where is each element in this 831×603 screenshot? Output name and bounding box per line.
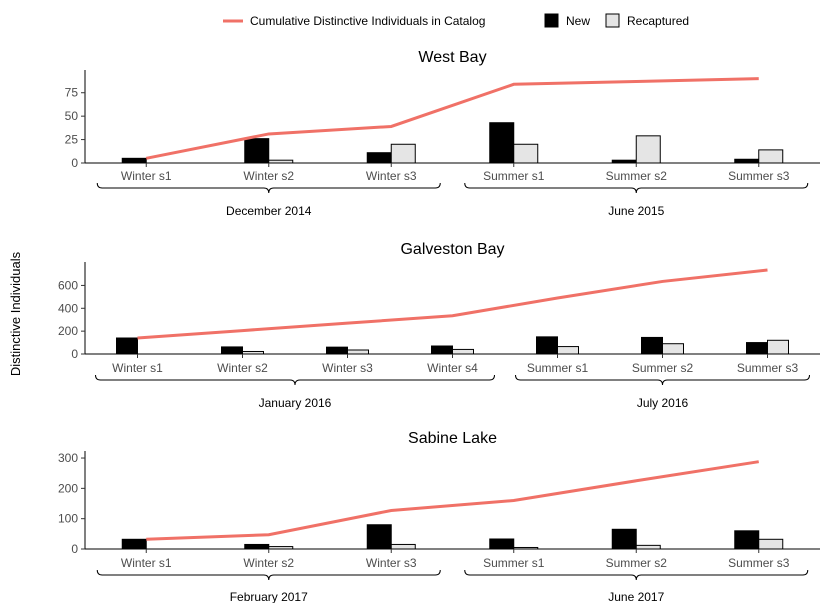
x-tick-label: Winter s3 [366,169,417,183]
cumulative-line [146,460,759,541]
x-tick-label: Winter s4 [427,361,478,375]
legend-recaptured-label: Recaptured [627,14,689,28]
bar-new [366,152,392,164]
bar-new [244,138,270,164]
x-tick-label: Winter s2 [217,361,268,375]
bar-new [116,337,138,355]
x-tick-label: Winter s2 [243,169,294,183]
bar-recaptured [347,349,369,355]
y-tick-label: 300 [58,451,78,465]
x-tick-label: Winter s1 [121,556,172,570]
x-tick-label: Winter s1 [121,169,172,183]
group-brace [96,569,441,581]
group-label: June 2017 [608,590,664,603]
bar-recaptured [767,339,789,355]
x-tick-label: Winter s1 [112,361,163,375]
group-brace [96,182,441,194]
x-tick-label: Summer s3 [728,556,790,570]
x-tick-label: Winter s3 [322,361,373,375]
bar-new [121,538,147,550]
bar-new [641,336,663,355]
group-label: July 2016 [637,396,689,410]
y-tick-label: 0 [71,542,78,556]
bar-new [121,157,147,164]
bar-recaptured [268,546,294,550]
y-tick-label: 200 [58,481,78,495]
y-axis-label: Distinctive Individuals [8,251,23,376]
x-tick-label: Winter s3 [366,556,417,570]
bar-recaptured [635,135,661,164]
bar-recaptured [557,346,579,355]
group-brace [515,374,810,386]
x-tick-label: Summer s3 [728,169,790,183]
x-tick-label: Summer s1 [483,169,545,183]
group-label: February 2017 [230,590,308,603]
cumulative-line [137,268,768,340]
bar-new [734,530,760,550]
bar-recaptured [662,343,684,355]
legend: Cumulative Distinctive Individuals in Ca… [223,13,689,28]
panel-title: Sabine Lake [408,430,497,447]
bar-recaptured [758,149,784,164]
bar-new [326,346,348,355]
cumulative-line [145,77,759,160]
legend-new-label: New [566,14,590,28]
group-brace [95,374,495,386]
panel-galveston-bay: Galveston Bay 0 200 400 600 Winter s1 Winter s… [58,241,820,410]
bar-new [536,336,558,355]
x-tick-label: Summer s2 [606,169,668,183]
y-tick-label: 200 [58,324,78,338]
bar-recaptured [635,544,661,550]
y-tick-label: 400 [58,301,78,315]
bar-new [611,159,637,164]
group-brace [464,182,809,194]
bar-new [489,538,515,550]
bar-recaptured [758,538,784,550]
y-tick-label: 0 [71,156,78,170]
bar-new [611,528,637,550]
bar-new [746,342,768,355]
x-tick-label: Summer s2 [606,556,668,570]
bar-new [431,345,453,355]
bar-recaptured [452,348,474,355]
y-tick-label: 75 [65,86,79,100]
x-tick-label: Summer s3 [737,361,799,375]
bar-recaptured [268,159,294,164]
group-label: June 2015 [608,204,664,218]
legend-new-swatch [544,13,559,28]
bar-new [734,158,760,164]
x-tick-label: Summer s1 [483,556,545,570]
x-tick-label: Winter s2 [243,556,294,570]
panel-title: Galveston Bay [400,241,504,258]
y-tick-label: 0 [71,347,78,361]
legend-recaptured-swatch [605,13,620,28]
panel-west-bay: West Bay 0 25 50 75 Winter s1 Winter s2 Winter … [65,49,820,218]
bar-recaptured [390,143,416,164]
bar-new [489,122,515,164]
bar-recaptured [390,543,416,550]
bar-new [366,524,392,550]
panel-title: West Bay [418,49,486,66]
legend-line-label: Cumulative Distinctive Individuals in Ca… [250,14,485,28]
group-brace [464,569,809,581]
bar-recaptured [513,143,539,164]
panel-sabine-lake: Sabine Lake 0 100 200 300 Winter s1 Winter s2 W… [58,430,820,603]
y-tick-label: 100 [58,512,78,526]
bar-recaptured [242,350,264,355]
y-tick-label: 25 [65,133,79,147]
y-tick-label: 600 [58,278,78,292]
bar-recaptured [513,546,539,550]
group-label: January 2016 [259,396,332,410]
x-tick-label: Summer s2 [632,361,694,375]
x-tick-label: Summer s1 [527,361,589,375]
bar-new [244,543,270,550]
y-tick-label: 50 [65,109,79,123]
bar-new [221,346,243,355]
group-label: December 2014 [226,204,312,218]
